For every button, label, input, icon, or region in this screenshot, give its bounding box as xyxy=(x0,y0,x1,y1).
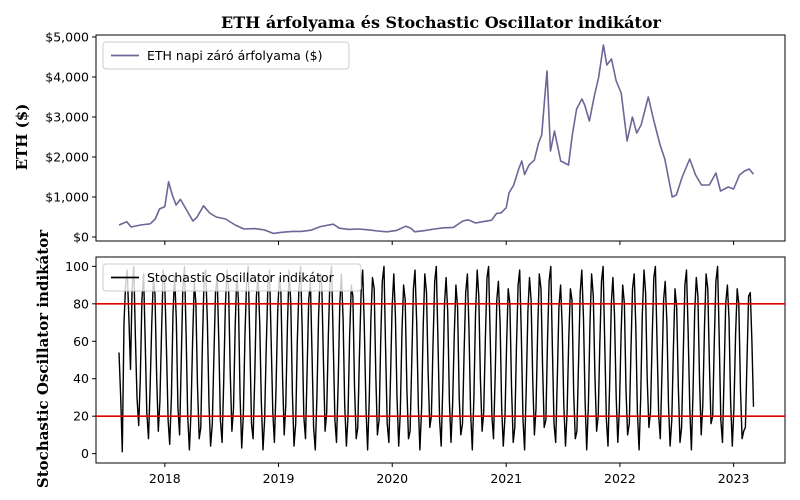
legend-box xyxy=(102,263,362,292)
y-tick-label: 40 xyxy=(73,371,89,386)
chart-title: ETH árfolyama és Stochastic Oscillator i… xyxy=(221,13,662,32)
y-tick-label: 60 xyxy=(73,334,89,349)
y-tick-label: $0 xyxy=(73,230,89,245)
y-tick-label: $5,000 xyxy=(45,30,89,45)
y-tick-label: 100 xyxy=(65,259,89,274)
stochastic-panel: 0 20 40 60 80 100 2018 2019 2020 2021 2022 2023 Stoc… xyxy=(65,256,786,486)
y-tick-label: $4,000 xyxy=(45,70,89,85)
series-line xyxy=(118,44,755,235)
x-tick-label: 2018 xyxy=(149,471,181,486)
y-tick-label: $2,000 xyxy=(45,150,89,165)
y-tick-label: 20 xyxy=(73,409,89,424)
y-tick-label: 0 xyxy=(81,446,89,461)
bottom-y-axis-label: Stochastic Oscillator indikátor xyxy=(34,229,52,488)
y-tick-label: $3,000 xyxy=(45,110,89,125)
y-tick-label: 80 xyxy=(73,296,89,311)
series-line xyxy=(118,265,755,453)
legend: Stochastic Oscillator indikátor xyxy=(102,263,362,292)
x-tick-label: 2019 xyxy=(263,471,295,486)
legend: ETH napi záró árfolyama ($) xyxy=(102,41,350,70)
y-tick-label: $1,000 xyxy=(45,190,89,205)
legend-label: ETH napi záró árfolyama ($) xyxy=(147,48,322,63)
top-y-axis-label: ETH ($) xyxy=(13,104,31,171)
x-tick-label: 2020 xyxy=(376,471,408,486)
x-tick-label: 2021 xyxy=(490,471,522,486)
x-tick-label: 2023 xyxy=(718,471,750,486)
legend-label: Stochastic Oscillator indikátor xyxy=(147,270,335,285)
eth-price-panel: $0 $1,000 $2,000 $3,000 $4,000 $5,000 ETH napi… xyxy=(45,30,786,245)
x-tick-label: 2022 xyxy=(604,471,636,486)
legend-box xyxy=(102,41,350,70)
